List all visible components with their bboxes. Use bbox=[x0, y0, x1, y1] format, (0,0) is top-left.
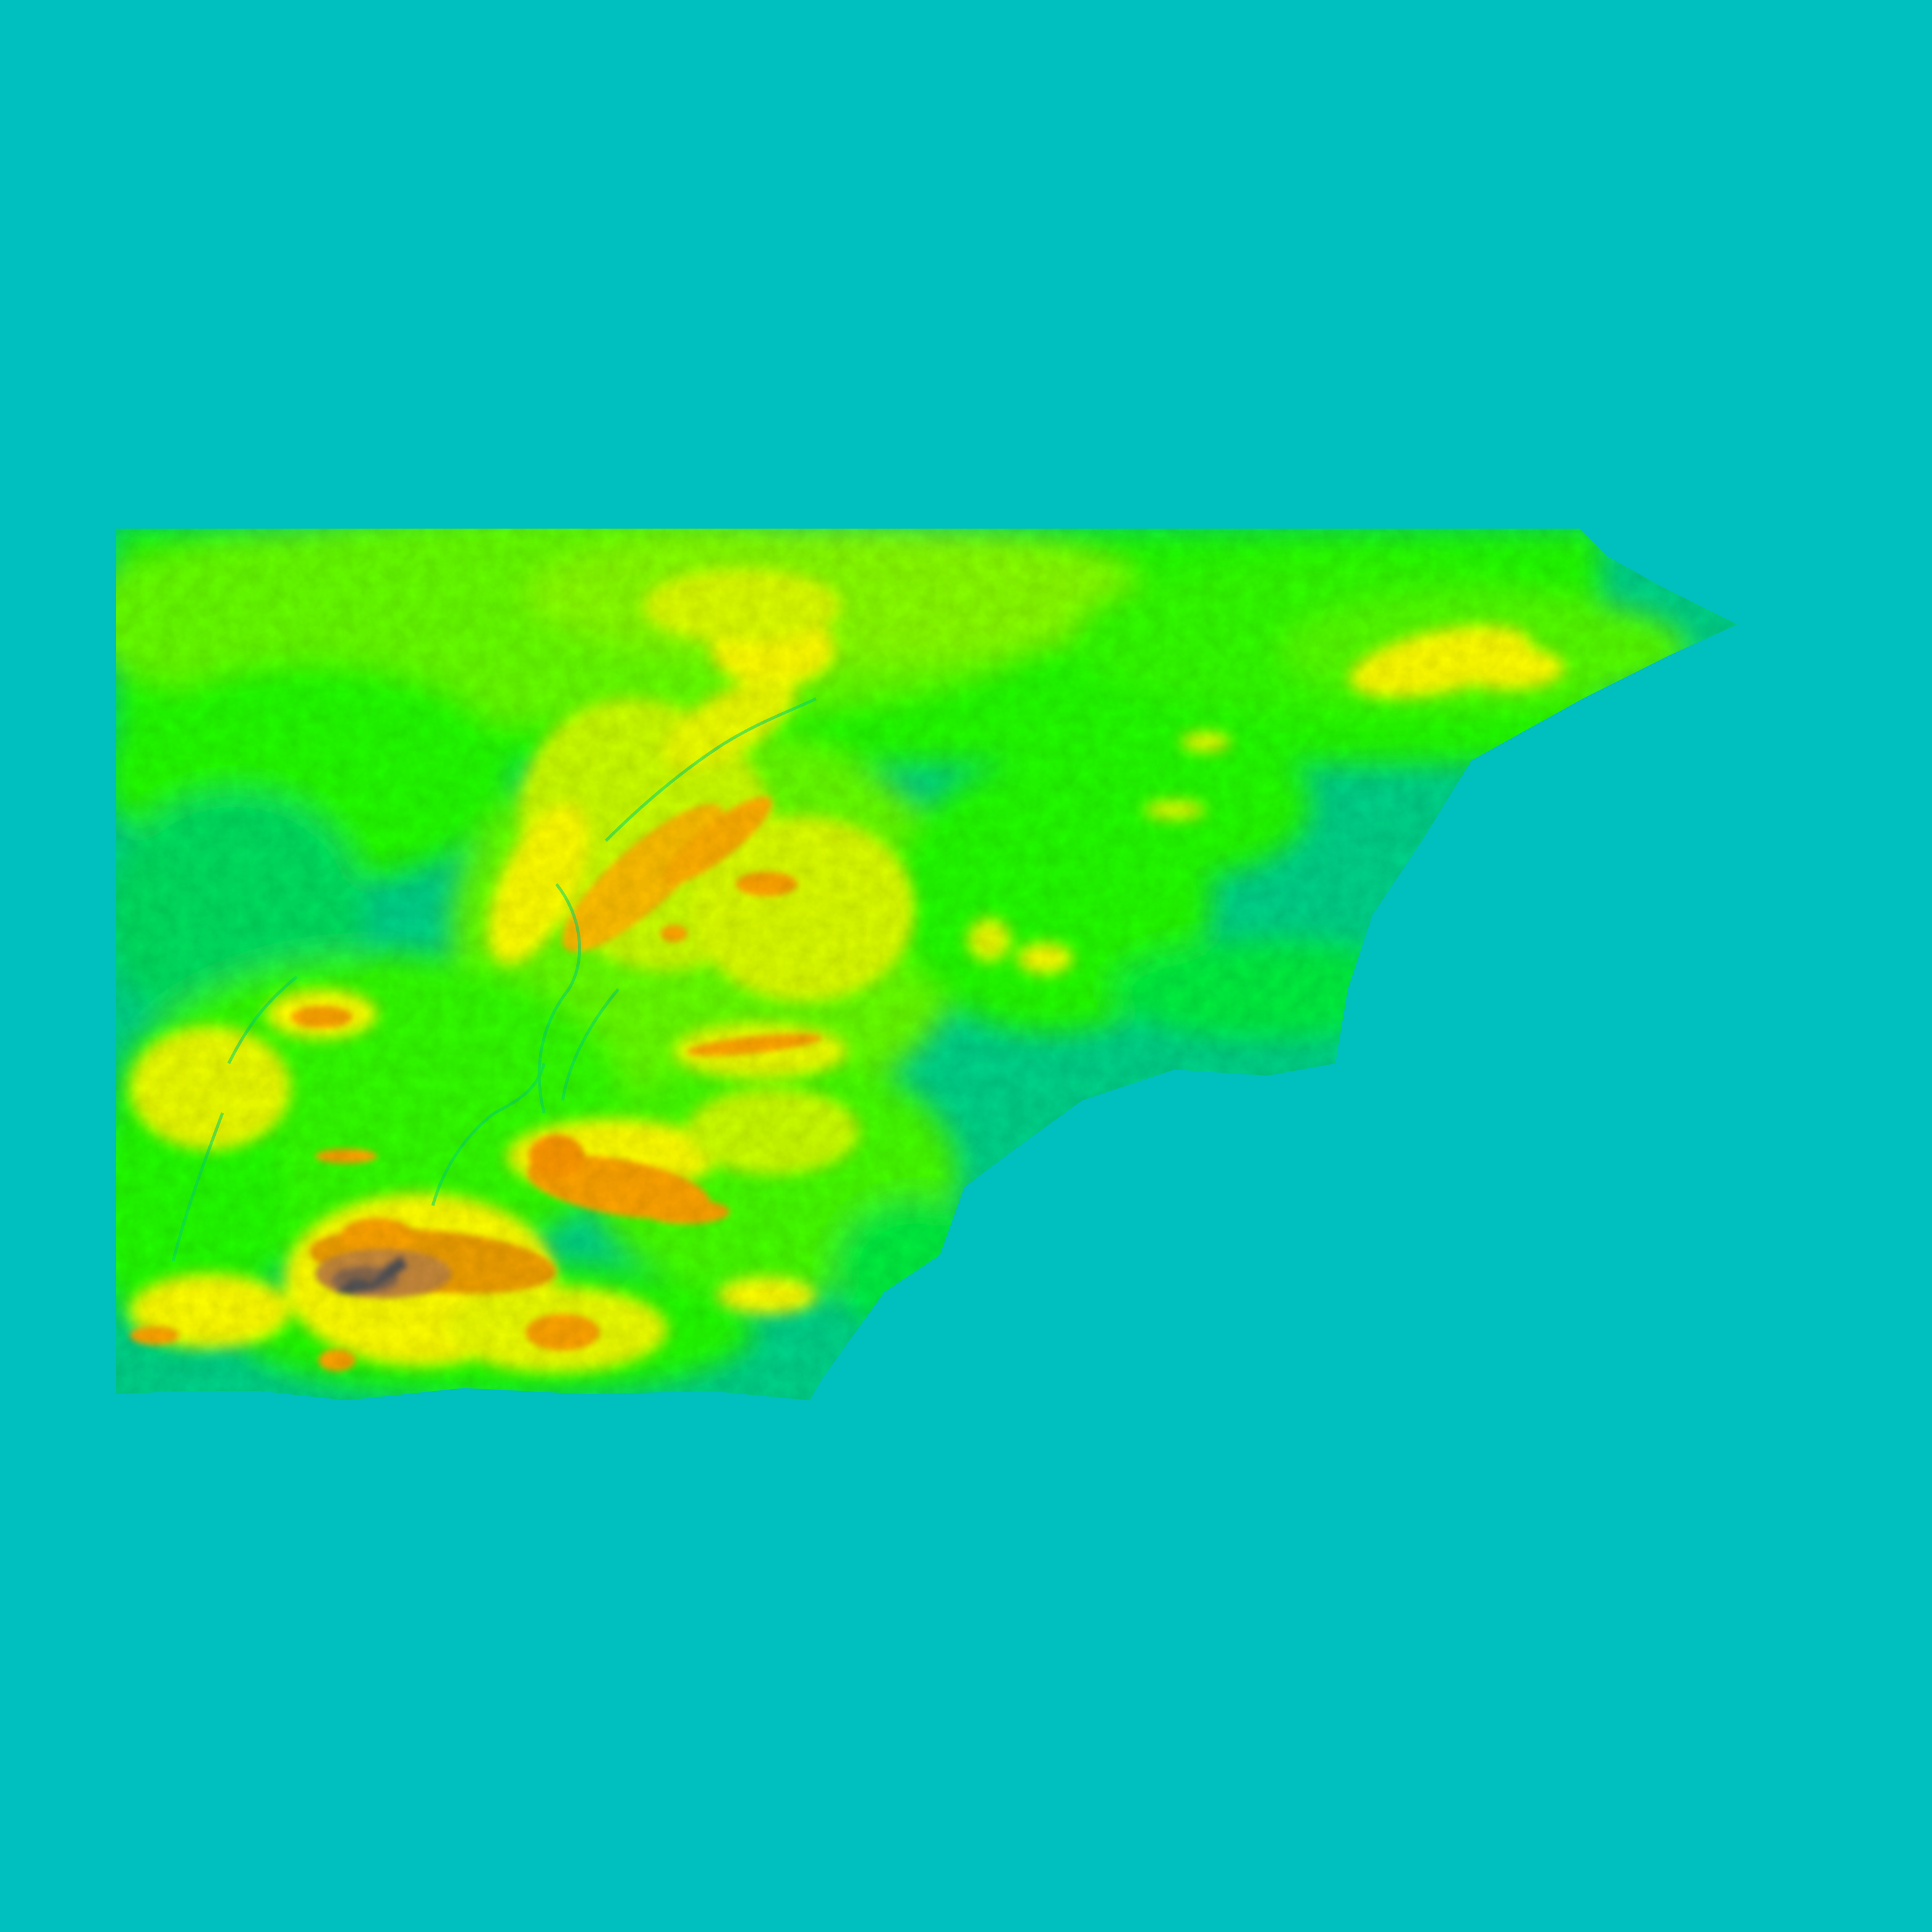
elevation-map bbox=[116, 529, 1737, 1400]
